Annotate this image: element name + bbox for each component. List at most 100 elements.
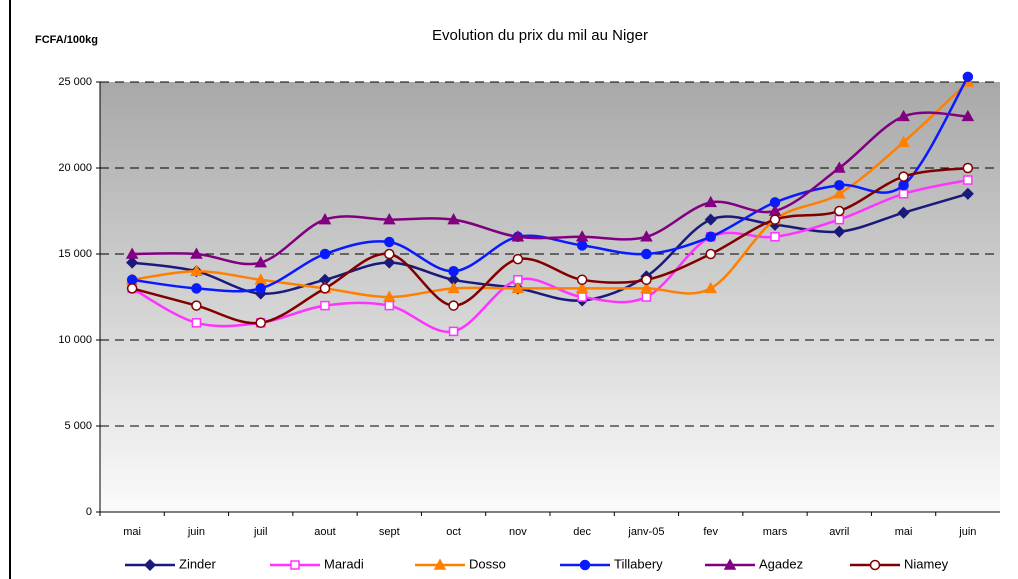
marker xyxy=(576,240,588,251)
marker xyxy=(641,292,652,302)
marker xyxy=(833,225,846,238)
marker xyxy=(640,230,653,242)
marker xyxy=(704,213,717,226)
marker xyxy=(447,213,460,225)
marker xyxy=(384,236,395,248)
marker xyxy=(833,161,846,173)
x-tick-label: janv-05 xyxy=(627,526,664,538)
x-tick-label: sept xyxy=(379,526,400,538)
chart-title: Evolution du prix du mil au Niger xyxy=(432,27,648,44)
y-tick-label: 5 000 xyxy=(64,420,92,432)
marker xyxy=(320,300,330,311)
legend-marker xyxy=(143,558,157,572)
marker xyxy=(897,109,910,122)
marker xyxy=(641,248,652,260)
legend-marker xyxy=(723,558,737,570)
y-tick-label: 25 000 xyxy=(58,76,92,88)
series-line xyxy=(131,166,969,325)
marker xyxy=(897,206,910,219)
marker xyxy=(254,256,267,268)
legend-label: Maradi xyxy=(324,556,364,571)
marker xyxy=(575,281,589,294)
marker xyxy=(704,195,717,208)
marker xyxy=(834,205,845,217)
series-line xyxy=(131,192,969,302)
x-tick-label: aout xyxy=(314,526,335,538)
y-tick-label: 0 xyxy=(86,506,92,518)
x-tick-label: oct xyxy=(446,526,461,538)
legend-label: Agadez xyxy=(759,556,803,571)
marker xyxy=(384,248,395,260)
marker xyxy=(125,247,139,259)
marker xyxy=(383,290,396,302)
marker xyxy=(319,283,331,294)
marker xyxy=(961,187,974,200)
marker xyxy=(641,274,652,286)
marker xyxy=(190,264,203,276)
marker xyxy=(190,247,203,259)
y-tick-label: 15 000 xyxy=(58,248,92,260)
marker xyxy=(383,256,396,269)
marker xyxy=(448,265,459,277)
legend-marker xyxy=(579,559,591,571)
marker xyxy=(511,230,525,242)
marker xyxy=(447,281,460,294)
marker xyxy=(897,135,910,147)
y-tick-label: 10 000 xyxy=(58,334,92,346)
x-tick-label: juin xyxy=(958,526,976,538)
marker xyxy=(834,214,845,225)
marker xyxy=(963,175,973,185)
legend-label: Dosso xyxy=(469,556,506,571)
marker xyxy=(384,300,395,311)
marker xyxy=(191,300,202,311)
y-tick-label: 20 000 xyxy=(58,162,92,174)
marker xyxy=(898,189,909,199)
marker xyxy=(962,71,974,83)
legend-label: Niamey xyxy=(904,556,949,571)
marker xyxy=(191,283,202,294)
marker xyxy=(898,171,909,182)
marker xyxy=(511,281,525,294)
legend-marker xyxy=(433,558,447,570)
y-axis-label: FCFA/100kg xyxy=(35,34,98,46)
marker xyxy=(126,256,139,269)
marker xyxy=(255,317,266,329)
marker xyxy=(318,213,332,225)
marker xyxy=(833,187,846,199)
x-tick-label: dec xyxy=(573,526,591,538)
marker xyxy=(770,232,780,242)
x-tick-label: fev xyxy=(703,526,718,538)
marker xyxy=(704,281,717,294)
marker xyxy=(319,248,331,260)
marker xyxy=(576,274,588,286)
x-tick-label: juin xyxy=(187,526,205,538)
marker xyxy=(448,326,459,337)
marker xyxy=(640,281,653,294)
marker xyxy=(191,318,202,328)
x-tick-label: nov xyxy=(509,526,527,538)
legend-label: Tillabery xyxy=(614,556,663,571)
marker xyxy=(512,253,524,265)
marker xyxy=(962,162,974,174)
marker xyxy=(383,213,396,225)
marker xyxy=(126,274,138,286)
legend-marker xyxy=(869,559,881,571)
marker xyxy=(255,283,266,294)
x-tick-label: mars xyxy=(763,526,788,538)
marker xyxy=(705,231,716,243)
marker xyxy=(834,179,845,191)
legend-marker xyxy=(290,560,300,570)
marker xyxy=(577,292,587,302)
marker xyxy=(898,179,909,191)
marker xyxy=(575,230,589,242)
marker xyxy=(769,214,781,225)
marker xyxy=(448,300,459,311)
x-tick-label: juil xyxy=(253,526,267,538)
marker xyxy=(705,248,716,260)
marker xyxy=(961,109,975,122)
x-tick-label: mai xyxy=(895,526,913,538)
legend-label: Zinder xyxy=(179,556,217,571)
marker xyxy=(126,283,138,294)
x-tick-label: avril xyxy=(829,526,849,538)
